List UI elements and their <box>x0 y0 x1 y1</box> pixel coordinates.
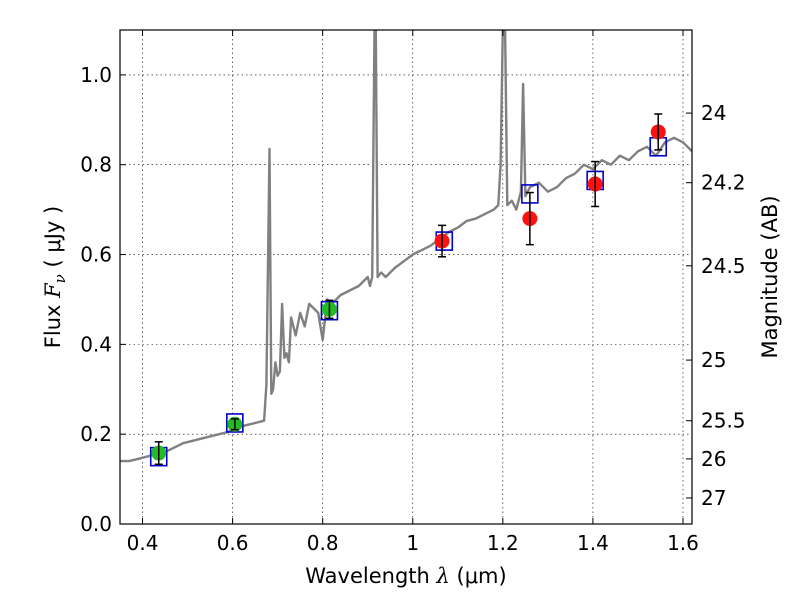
y-tick-label: 0.8 <box>80 153 112 177</box>
data-layer <box>120 30 692 467</box>
tick-layer: 0.4 0.6 0.8 1 1.2 1.4 1.6 0.0 0.2 0.4 0.6 0.8 1.0 24 2… <box>80 30 746 555</box>
y-tick-label: 0.4 <box>80 332 112 356</box>
y-tick-label: 0.6 <box>80 243 112 267</box>
y2-axis-title: Magnitude (AB) <box>758 195 782 358</box>
y2-tick-label: 24.2 <box>701 171 746 195</box>
y2-tick-label: 24.5 <box>701 254 746 278</box>
x-tick-label: 0.8 <box>307 531 339 555</box>
x-tick-label: 1.6 <box>667 531 699 555</box>
y-tick-label: 1.0 <box>80 63 112 87</box>
plot-frame <box>119 29 693 525</box>
y2-tick-label: 26 <box>701 447 726 471</box>
y2-tick-label: 25.5 <box>701 409 746 433</box>
x-tick-label: 1.2 <box>487 531 519 555</box>
sed-model-line <box>120 30 692 463</box>
y-tick-label: 0.0 <box>80 512 112 536</box>
y2-tick-label: 27 <box>701 486 726 510</box>
x-tick-label: 1.4 <box>577 531 609 555</box>
y-axis-title: Flux Fν ( μJy ) <box>41 206 69 348</box>
x-tick-label: 1 <box>406 531 419 555</box>
x-axis-title: Wavelength λ (μm) <box>305 564 506 588</box>
x-tick-label: 0.4 <box>127 531 159 555</box>
y-tick-label: 0.2 <box>80 422 112 446</box>
x-tick-label: 0.6 <box>217 531 249 555</box>
grid-layer <box>120 30 692 525</box>
model-band-square <box>226 413 244 433</box>
y2-tick-label: 25 <box>701 348 726 372</box>
y2-tick-label: 24 <box>701 101 726 125</box>
